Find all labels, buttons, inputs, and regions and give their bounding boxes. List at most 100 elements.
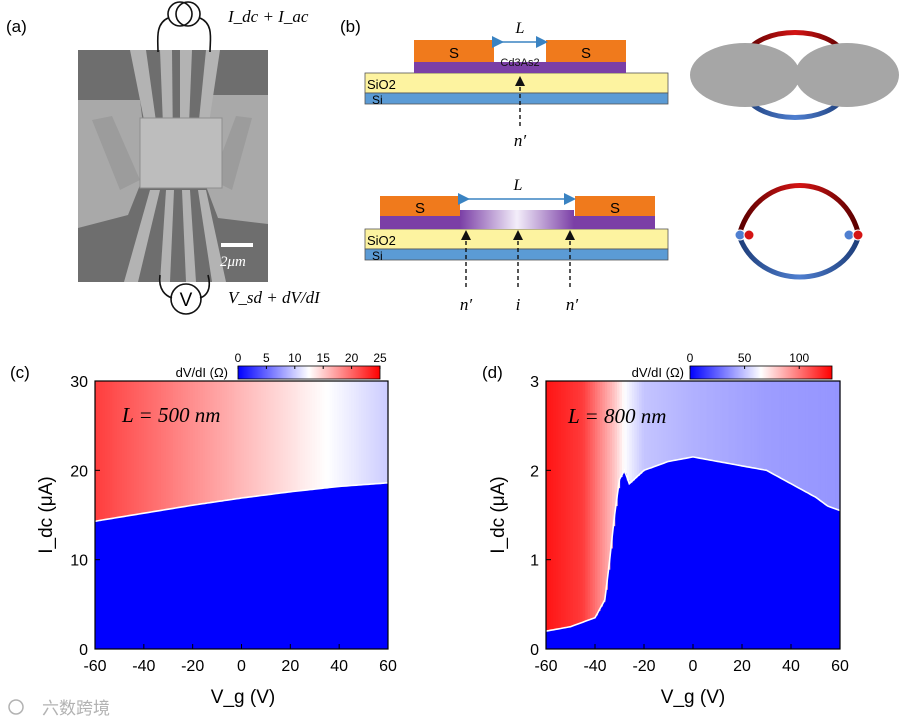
normal-state-strip <box>717 381 721 462</box>
normal-state-strip <box>546 381 550 631</box>
x-tick-label: -40 <box>583 658 606 675</box>
normal-state-strip <box>590 381 594 620</box>
normal-state-strip <box>604 381 608 590</box>
device-cross-section-short: S S Cd3As2 SiO2 Si L n′ <box>364 20 669 150</box>
normal-state-strip <box>231 381 235 500</box>
y-tick-label: 20 <box>70 463 88 480</box>
normal-state-strip <box>207 381 211 503</box>
normal-state-strip <box>658 381 662 465</box>
normal-state-strip <box>224 381 228 501</box>
silicon-label: Si <box>372 249 383 263</box>
normal-state-strip <box>612 381 616 527</box>
normal-state-strip <box>732 381 736 465</box>
x-tick-label: -60 <box>83 658 106 675</box>
normal-state-strip <box>114 381 118 518</box>
normal-state-strip <box>639 381 643 474</box>
colorbar-tick-label: 10 <box>288 351 302 365</box>
normal-state-strip <box>192 381 196 505</box>
panel-label-d: (d) <box>482 363 503 382</box>
normal-state-strip <box>641 381 645 472</box>
normal-state-strip <box>158 381 162 511</box>
channel-material-label: Cd3As2 <box>500 57 539 69</box>
x-tick-label: -40 <box>132 658 155 675</box>
voltmeter-symbol: V <box>180 290 193 311</box>
normal-state-strip <box>143 381 147 514</box>
normal-state-strip <box>710 381 714 461</box>
colorbar-tick-label: 15 <box>317 351 331 365</box>
electrode-right <box>546 40 626 62</box>
normal-state-strip <box>312 381 316 490</box>
normal-state-strip <box>727 381 731 464</box>
normal-state-strip <box>746 381 750 467</box>
normal-state-strip <box>712 381 716 461</box>
normal-state-strip <box>808 381 812 494</box>
normal-state-strip <box>825 381 829 506</box>
colorbar <box>237 365 381 380</box>
normal-state-strip <box>246 381 250 498</box>
normal-state-strip <box>383 381 387 484</box>
normal-state-strip <box>329 381 333 488</box>
normal-state-strip <box>715 381 719 462</box>
colorbar-label: dV/dI (Ω) <box>176 365 228 380</box>
normal-state-strip <box>304 381 309 491</box>
length-annotation: L = 500 nm <box>121 403 220 427</box>
normal-state-strip <box>817 381 821 500</box>
normal-state-strip <box>287 381 291 492</box>
doping-label-middle: i <box>516 295 521 314</box>
normal-state-strip <box>375 381 379 484</box>
hole-arc <box>737 183 861 233</box>
normal-state-strip <box>776 381 780 477</box>
doping-arrowhead-middle <box>513 230 523 240</box>
normal-state-strip <box>778 381 782 478</box>
normal-state-strip <box>341 381 345 487</box>
normal-state-strip <box>700 381 704 459</box>
x-tick-label: 20 <box>733 658 751 675</box>
normal-state-strip <box>344 381 348 486</box>
normal-state-strip <box>273 381 277 494</box>
normal-state-strip <box>324 381 328 488</box>
normal-state-strip <box>243 381 247 498</box>
normal-state-strip <box>263 381 267 496</box>
normal-state-strip <box>822 381 826 504</box>
normal-state-strip <box>270 381 274 495</box>
normal-state-strip <box>209 381 213 503</box>
normal-state-strip <box>830 381 834 508</box>
normal-state-strip <box>675 381 679 460</box>
normal-state-strip <box>631 381 635 481</box>
normal-state-strip <box>702 381 706 459</box>
normal-state-strip <box>170 381 174 509</box>
silicon-label: Si <box>372 93 383 107</box>
normal-state-strip <box>803 381 807 492</box>
normal-state-strip <box>297 381 301 491</box>
normal-state-strip <box>751 381 755 468</box>
colorbar-tick-label: 100 <box>789 351 809 365</box>
normal-state-strip <box>97 381 101 521</box>
normal-state-strip <box>577 381 581 624</box>
normal-state-strip <box>663 381 667 463</box>
colorbar-tick-label: 20 <box>345 351 359 365</box>
y-tick-label: 3 <box>530 374 539 391</box>
normal-state-strip <box>153 381 157 512</box>
normal-state-strip <box>339 381 343 487</box>
normal-state-strip <box>251 381 255 497</box>
normal-state-strip <box>95 381 99 522</box>
normal-state-strip <box>366 381 370 485</box>
normal-state-strip <box>788 381 792 484</box>
normal-state-strip <box>295 381 299 492</box>
y-tick-label: 0 <box>530 642 539 659</box>
normal-state-strip <box>119 381 123 518</box>
normal-state-strip <box>636 381 640 476</box>
doping-label-right: n′ <box>566 295 579 314</box>
normal-state-strip <box>739 381 743 466</box>
doping-arrowhead <box>515 76 525 86</box>
normal-state-strip <box>644 381 648 470</box>
colorbar-label: dV/dI (Ω) <box>632 365 684 380</box>
normal-state-strip <box>754 381 758 469</box>
normal-state-strip <box>195 381 199 505</box>
y-tick-label: 0 <box>79 642 88 659</box>
source-current-label: I_dc + I_ac <box>227 7 309 26</box>
heatmap-chart-c: L = 500 nm V_g (V) I_dc (μA) dV/dI (Ω) -… <box>36 351 397 708</box>
normal-state-strip <box>275 381 279 494</box>
normal-state-strip <box>668 381 672 462</box>
normal-state-strip <box>827 381 831 507</box>
